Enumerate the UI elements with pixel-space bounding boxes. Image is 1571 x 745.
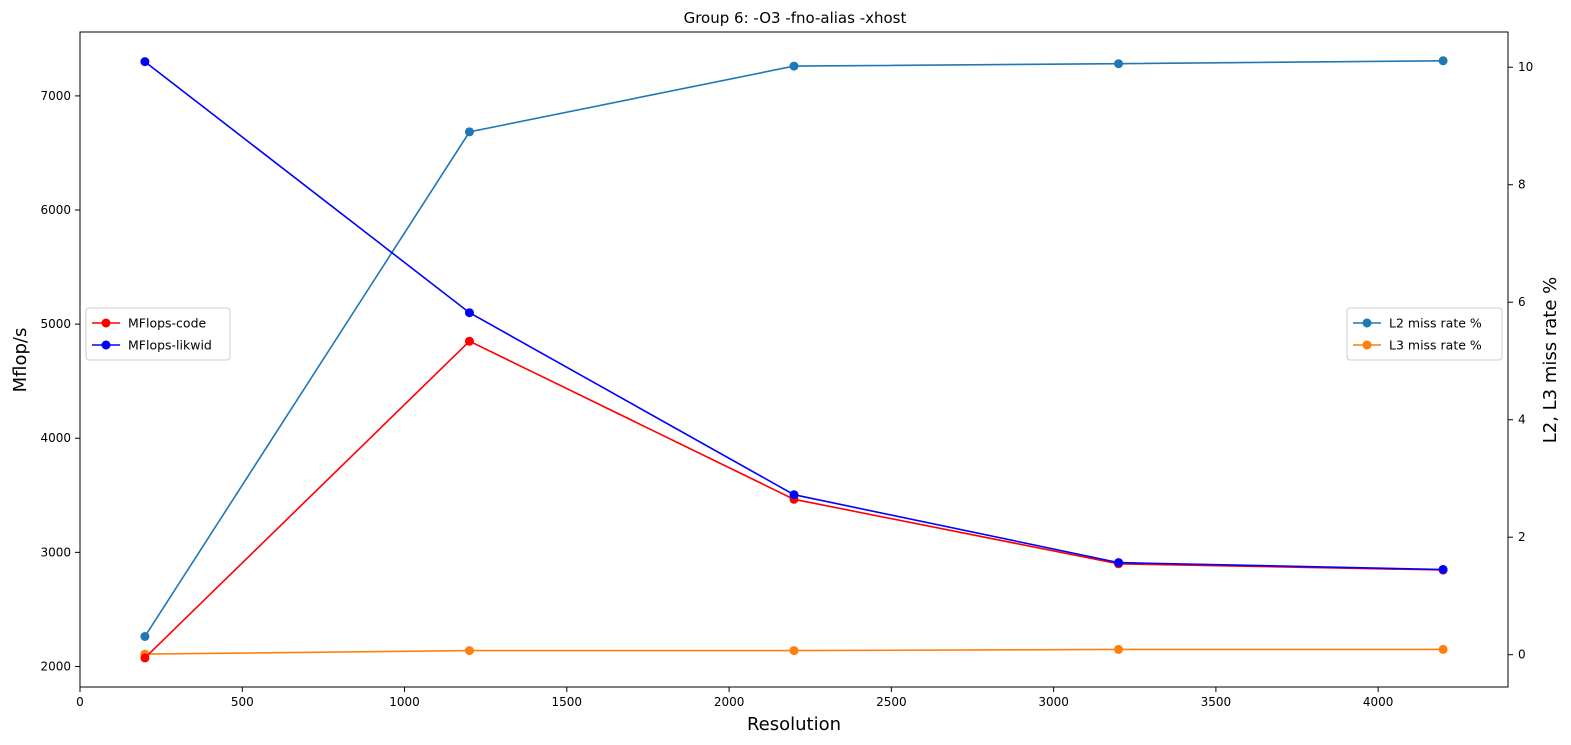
legend-swatch-marker-mflops-code: [101, 318, 111, 328]
data-point-mflops-likwid: [464, 308, 474, 318]
x-tick-label: 2000: [714, 695, 745, 709]
legend-swatch-marker-l2-miss-rate: [1362, 318, 1372, 328]
data-point-l3-miss-rate: [789, 646, 799, 656]
legend-left: MFlops-code MFlops-likwid: [85, 307, 231, 361]
data-point-mflops-likwid: [789, 490, 799, 500]
data-point-mflops-likwid: [140, 57, 150, 67]
legend-label-mflops-code: MFlops-code: [128, 316, 207, 331]
x-tick-label: 500: [231, 695, 254, 709]
y-axis-left: 2000 3000 4000 5000 6000 7000: [40, 89, 80, 673]
data-point-mflops-likwid: [1438, 564, 1448, 574]
y-right-tick-label: 10: [1518, 60, 1533, 74]
data-point-l2-miss-rate: [140, 631, 150, 641]
y-left-tick-label: 3000: [40, 545, 71, 559]
y-axis-left-label: Mflop/s: [10, 328, 31, 393]
legend-label-l2-miss-rate: L2 miss rate %: [1389, 316, 1482, 331]
legend-swatch-marker-l3-miss-rate: [1362, 340, 1372, 350]
data-point-l2-miss-rate: [1114, 59, 1124, 69]
data-point-l2-miss-rate: [1438, 56, 1448, 66]
series-line-l2-miss-rate: [144, 60, 1444, 637]
legend-swatch-marker-mflops-likwid: [101, 340, 111, 350]
legend-label-l3-miss-rate: L3 miss rate %: [1389, 338, 1482, 353]
plot-area: [79, 31, 1509, 688]
y-right-tick-label: 0: [1518, 648, 1526, 662]
y-left-tick-label: 6000: [40, 203, 71, 217]
x-tick-label: 3500: [1201, 695, 1232, 709]
data-point-l3-miss-rate: [1114, 644, 1124, 654]
data-point-mflops-code: [464, 336, 474, 346]
y-right-tick-label: 6: [1518, 295, 1526, 309]
x-tick-label: 3000: [1038, 695, 1069, 709]
x-tick-label: 1500: [552, 695, 583, 709]
y-axis-right-label: L2, L3 miss rate %: [1540, 277, 1561, 444]
legend-frame: [1346, 307, 1503, 361]
x-tick-label: 4000: [1363, 695, 1394, 709]
x-axis-label: Resolution: [747, 714, 841, 735]
chart-title: Group 6: -O3 -fno-alias -xhost: [684, 9, 907, 27]
y-right-tick-label: 8: [1518, 178, 1526, 192]
data-point-l2-miss-rate: [789, 61, 799, 71]
legend-frame: [85, 307, 231, 361]
y-axis-right: 0 2 4 6 8 10: [1508, 60, 1533, 662]
data-point-l3-miss-rate: [1438, 644, 1448, 654]
x-tick-label: 1000: [389, 695, 420, 709]
y-left-tick-label: 2000: [40, 659, 71, 673]
y-left-tick-label: 5000: [40, 317, 71, 331]
legend-right: L2 miss rate % L3 miss rate %: [1346, 307, 1503, 361]
data-point-mflops-likwid: [1114, 558, 1124, 568]
series-layer: [140, 56, 1448, 663]
data-point-l2-miss-rate: [464, 127, 474, 137]
data-point-l3-miss-rate: [464, 646, 474, 656]
x-axis: 0 500 1000 1500 2000 2500 3000 3500 4000: [76, 687, 1393, 709]
x-tick-label: 2500: [876, 695, 907, 709]
y-left-tick-label: 4000: [40, 431, 71, 445]
data-point-mflops-code: [140, 653, 150, 663]
x-tick-label: 0: [76, 695, 84, 709]
y-right-tick-label: 4: [1518, 413, 1526, 427]
y-right-tick-label: 2: [1518, 530, 1526, 544]
legend-label-mflops-likwid: MFlops-likwid: [128, 338, 212, 353]
y-left-tick-label: 7000: [40, 89, 71, 103]
